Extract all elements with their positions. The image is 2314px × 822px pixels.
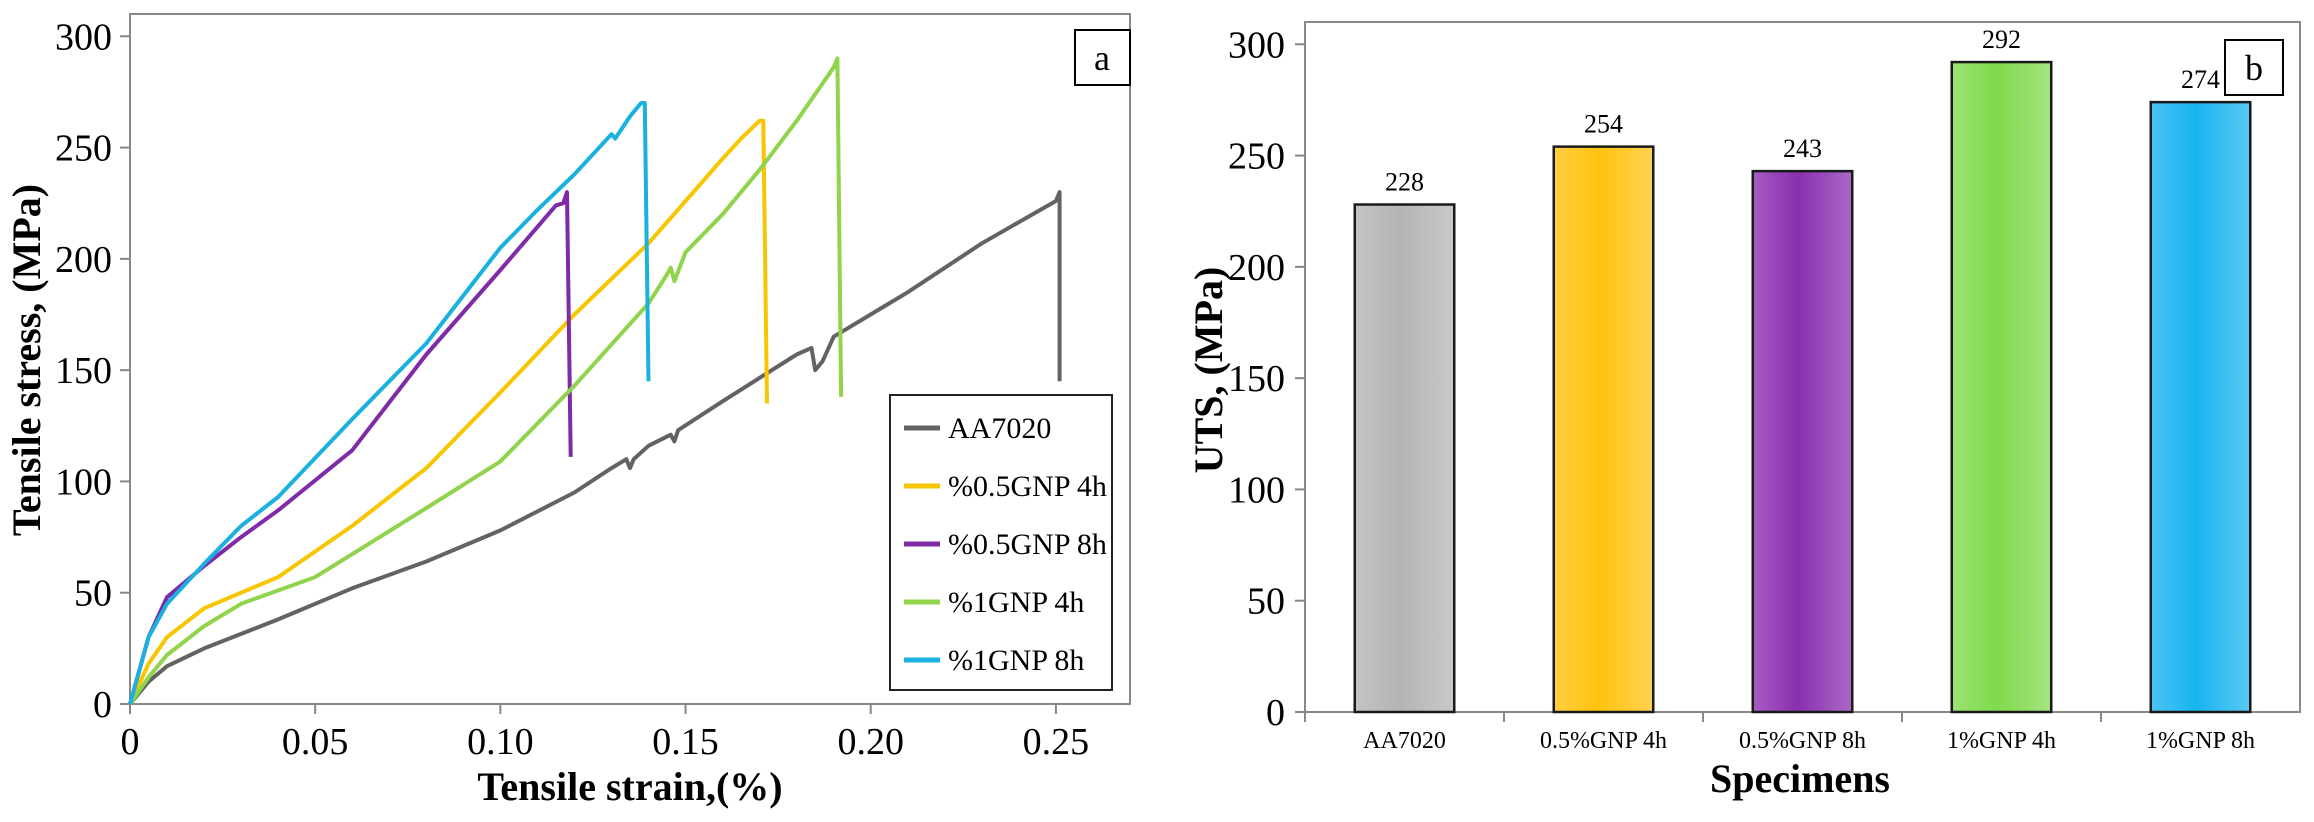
y-tick-label: 50 [1247,581,1285,623]
x-tick-label: 0.20 [837,721,904,763]
x-tick-label: 0.15 [652,721,719,763]
bar [1950,60,2053,714]
panel-a-legend: AA7020 %0.5GNP 4h %0.5GNP 8h %1GNP 4h %1GNP … [889,394,1113,691]
bar [2149,100,2252,714]
y-tick-label: 250 [55,128,112,170]
panel-a-line-chart: 0 0.05 0.10 0.15 0.20 0.25050100150200250300 … [4,13,1131,809]
panel-b-y-axis-title: UTS, (MPa) [1186,267,1231,474]
series-line [128,56,844,706]
bar-value-label: 274 [2181,65,2220,94]
panel-b-label-box [2224,39,2284,96]
series-line [128,101,651,705]
panel-b-label: b [2245,48,2263,88]
y-tick-label: 200 [55,239,112,281]
panel-b-ticks: 0 50 100 150 200 250 300 [1228,24,1305,734]
y-tick-label: 300 [55,16,112,58]
panel-a-ticks: 0 0.05 0.10 0.15 0.20 0.25 0 50 100 150 200 250 300 [55,16,1089,763]
x-category-label: 0.5%GNP 8h [1739,728,1866,754]
y-tick-label: 50 [74,573,112,615]
y-tick-label: 0 [93,684,112,726]
y-tick-label: 200 [1228,247,1285,289]
series-line [128,190,1062,706]
bar [1552,145,1655,714]
panel-a-y-axis-title: Tensile stress, (MPa) [4,184,49,536]
legend-entry-label: AA7020 [948,412,1051,445]
panel-a-series [128,56,1062,706]
y-tick-label: 100 [55,461,112,503]
bar [1751,169,1854,714]
legend-entry-label: %0.5GNP 4h [948,470,1107,503]
x-tick-label: 0.10 [467,721,534,763]
panel-a-plot-frame [129,13,1131,705]
legend-entry-label: %0.5GNP 8h [948,528,1107,561]
panel-a-label-box [1074,29,1131,86]
panel-a-x-axis-title: Tensile strain,(%) [477,764,782,809]
y-tick-label: 250 [1228,136,1285,178]
panel-b-x-axis-title: Specimens [1710,756,1890,801]
y-tick-label: 100 [1228,469,1285,511]
legend-entry-label: %1GNP 8h [948,644,1084,677]
bar [1353,203,1456,714]
bar-value-label: 254 [1584,110,1623,139]
panel-b-bars: 228 AA7020 254 0.5%GNP 4h 243 0.5%GNP 8h 292 1%… [1304,25,2255,754]
bar-value-label: 243 [1783,134,1822,163]
panel-a-label: a [1094,38,1110,78]
y-tick-label: 150 [55,350,112,392]
x-category-label: 1%GNP 4h [1947,728,2056,754]
series-line [128,190,573,705]
x-tick-label: 0.25 [1023,721,1090,763]
panel-b-bar-chart: 0 50 100 150 200 250 300 228 AA7020 254 0.5%GNP 4… [1186,21,2301,801]
y-tick-label: 300 [1228,24,1285,66]
y-tick-label: 150 [1228,358,1285,400]
bar-value-label: 292 [1982,25,2021,54]
x-category-label: AA7020 [1363,728,1446,754]
series-line [128,118,769,705]
x-tick-label: 0 [121,721,140,763]
y-tick-label: 0 [1266,692,1285,734]
x-tick-label: 0.05 [282,721,349,763]
x-category-label: 1%GNP 8h [2146,728,2255,754]
legend-entry-label: %1GNP 4h [948,586,1084,619]
bar-value-label: 228 [1385,168,1424,197]
x-category-label: 0.5%GNP 4h [1540,728,1667,754]
